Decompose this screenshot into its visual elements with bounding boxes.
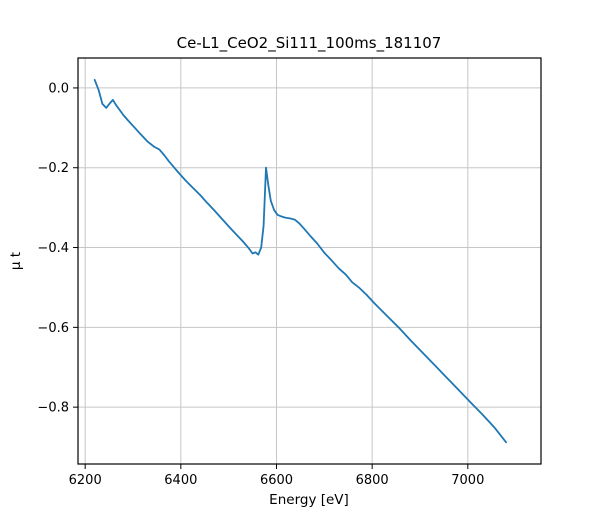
y-axis-label: μ t <box>8 252 24 270</box>
data-line <box>93 79 508 444</box>
data-layer <box>93 79 508 444</box>
y-tick-label: −0.4 <box>37 241 69 256</box>
x-axis-label: Energy [eV] <box>269 492 349 508</box>
x-tick-label: 7000 <box>451 473 484 488</box>
y-tick-label: 0.0 <box>48 81 69 96</box>
axis-layer: 6200 6400 6600 6800 7000 0.0 −0.2 −0.4 −0.6 −0.8 <box>37 57 542 488</box>
chart-title: Ce-L1_CeO2_Si111_100ms_181107 <box>177 34 442 53</box>
x-tick-label: 6400 <box>164 473 197 488</box>
x-tick-label: 6600 <box>260 473 293 488</box>
y-tick-label: −0.8 <box>37 401 69 416</box>
grid-layer <box>78 58 541 464</box>
x-tick-label: 6800 <box>356 473 389 488</box>
plot-border <box>77 57 542 465</box>
y-tick-label: −0.6 <box>37 321 69 336</box>
x-tick-label: 6200 <box>69 473 102 488</box>
y-tick-label: −0.2 <box>37 161 69 176</box>
